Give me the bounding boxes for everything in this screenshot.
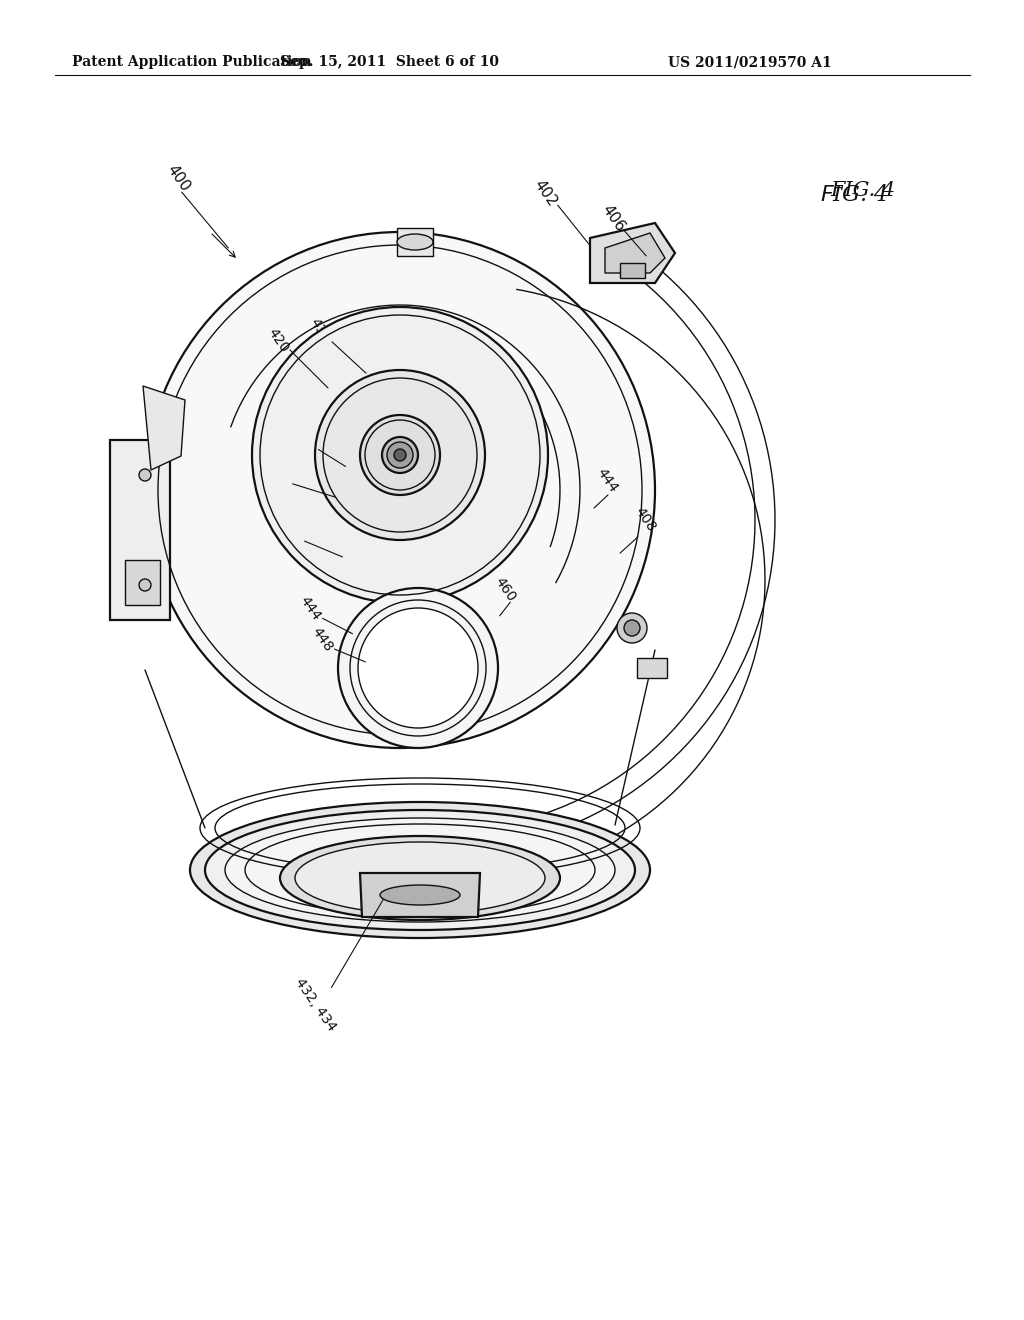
Text: 460: 460	[492, 576, 518, 605]
Polygon shape	[143, 385, 185, 470]
Ellipse shape	[205, 810, 635, 931]
Text: 426: 426	[292, 425, 318, 455]
Text: 402: 402	[530, 177, 559, 209]
Polygon shape	[360, 873, 480, 917]
Text: 406: 406	[599, 202, 628, 234]
Ellipse shape	[252, 308, 548, 603]
Polygon shape	[125, 560, 160, 605]
Text: 444: 444	[594, 465, 621, 495]
Ellipse shape	[617, 612, 647, 643]
Text: US 2011/0219570 A1: US 2011/0219570 A1	[668, 55, 831, 69]
Text: 448: 448	[308, 626, 335, 655]
Ellipse shape	[225, 818, 615, 921]
Ellipse shape	[139, 579, 151, 591]
Text: 408: 408	[632, 506, 658, 535]
Text: 430: 430	[307, 315, 333, 345]
Ellipse shape	[190, 803, 650, 939]
Ellipse shape	[394, 449, 406, 461]
Ellipse shape	[624, 620, 640, 636]
Text: 444: 444	[297, 593, 324, 623]
Ellipse shape	[315, 370, 485, 540]
Polygon shape	[605, 234, 665, 273]
Text: 400: 400	[164, 162, 193, 194]
Text: 437: 437	[276, 515, 303, 545]
Text: $\mathit{F}$IG. 4: $\mathit{F}$IG. 4	[820, 183, 888, 206]
Text: 420: 420	[265, 325, 291, 355]
Text: FIG. 4: FIG. 4	[830, 181, 895, 199]
Ellipse shape	[295, 842, 545, 913]
Text: 432, 434: 432, 434	[292, 975, 338, 1034]
Ellipse shape	[280, 836, 560, 920]
Ellipse shape	[358, 609, 478, 729]
Polygon shape	[590, 223, 675, 282]
Ellipse shape	[397, 234, 433, 249]
Ellipse shape	[145, 232, 655, 748]
Text: Patent Application Publication: Patent Application Publication	[72, 55, 311, 69]
Ellipse shape	[387, 442, 413, 469]
Polygon shape	[110, 440, 170, 620]
Ellipse shape	[360, 414, 440, 495]
Ellipse shape	[380, 884, 460, 906]
Polygon shape	[620, 263, 645, 279]
Ellipse shape	[382, 437, 418, 473]
Polygon shape	[397, 228, 433, 256]
Ellipse shape	[338, 587, 498, 748]
Polygon shape	[637, 657, 667, 678]
Text: Sep. 15, 2011  Sheet 6 of 10: Sep. 15, 2011 Sheet 6 of 10	[281, 55, 500, 69]
Ellipse shape	[139, 469, 151, 480]
Text: 427: 427	[265, 461, 291, 490]
